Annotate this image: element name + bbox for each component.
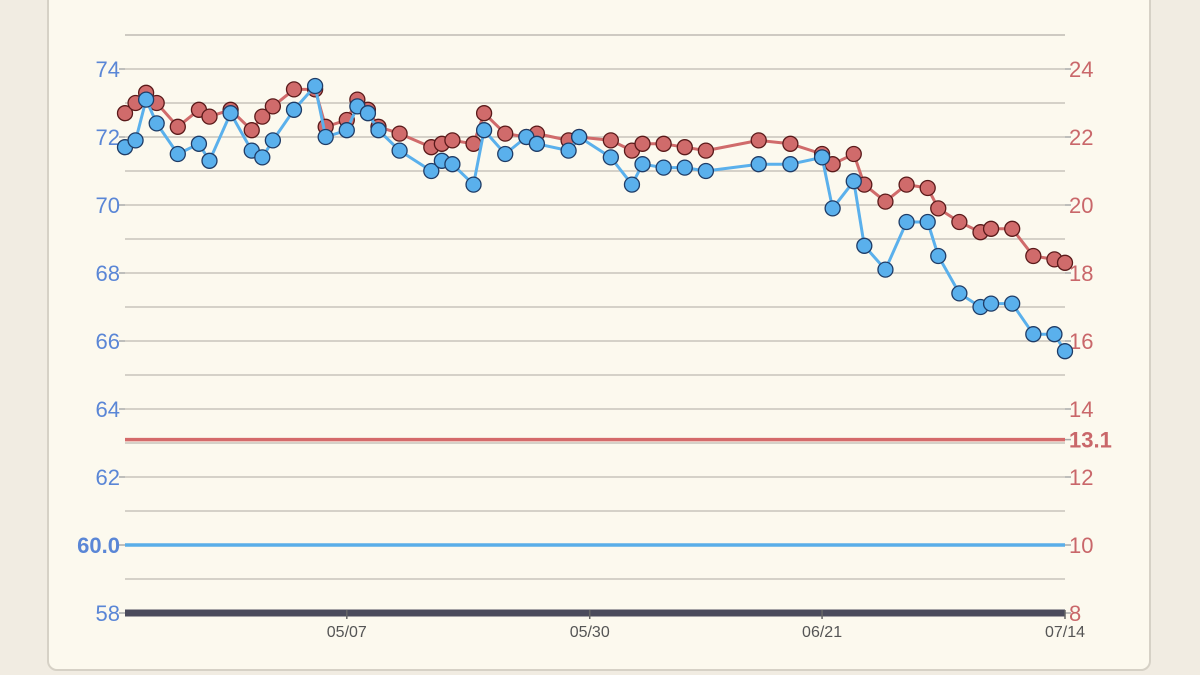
data-point-left <box>306 77 324 95</box>
data-point-right <box>465 135 482 152</box>
data-point-left <box>423 162 440 180</box>
data-point-left <box>465 176 482 193</box>
data-point-left <box>845 173 862 190</box>
data-point-right <box>264 98 282 115</box>
data-point-left <box>655 159 672 176</box>
data-point-right <box>951 213 968 231</box>
data-point-right <box>930 200 947 217</box>
data-point-right <box>982 220 1000 237</box>
data-point-left <box>370 122 387 139</box>
x-tick-label: 05/07 <box>327 624 367 641</box>
data-point-right <box>877 193 894 210</box>
x-tick-label: 07/14 <box>1045 624 1085 641</box>
data-point-left <box>264 132 282 149</box>
data-point-right <box>475 105 493 122</box>
data-point-left <box>813 149 831 166</box>
y-right-tick-label: 12 <box>1069 465 1093 490</box>
data-point-left <box>898 213 915 231</box>
data-point-left <box>1004 295 1021 312</box>
data-point-left <box>877 261 894 278</box>
data-point-right <box>254 108 271 125</box>
data-point-right <box>750 132 767 149</box>
y-left-tick-label: 66 <box>96 329 120 354</box>
y-right-tick-label: 14 <box>1069 397 1093 422</box>
data-point-left <box>1046 326 1063 343</box>
data-point-right <box>391 125 408 142</box>
data-point-right <box>116 105 134 122</box>
data-point-left <box>676 159 693 176</box>
data-point-left <box>359 105 377 122</box>
data-point-right <box>676 139 693 156</box>
y-left-tick-label: 60.0 <box>77 533 120 558</box>
data-point-left <box>634 156 651 173</box>
data-point-left <box>919 213 936 231</box>
data-point-right <box>1004 220 1021 237</box>
y-left-tick-label: 64 <box>96 397 120 422</box>
data-point-right <box>782 135 799 152</box>
y-left-tick-label: 58 <box>96 601 120 626</box>
y-right-tick-label: 10 <box>1069 533 1093 558</box>
x-tick-label: 05/30 <box>570 624 610 641</box>
data-point-left <box>317 128 334 146</box>
y-right-tick-label: 8 <box>1069 601 1081 626</box>
data-point-right <box>845 145 862 163</box>
data-point-left <box>602 149 619 166</box>
x-tick-label: 06/21 <box>802 624 842 641</box>
data-point-left <box>623 176 641 193</box>
y-left-tick-label: 70 <box>96 193 120 218</box>
data-point-left <box>951 285 968 302</box>
data-point-left <box>560 142 577 159</box>
data-point-left <box>148 115 165 132</box>
y-left-tick-label: 68 <box>96 261 120 286</box>
data-point-right <box>497 125 514 142</box>
y-right-tick-label: 20 <box>1069 193 1093 218</box>
data-point-left <box>782 156 799 173</box>
data-point-left <box>127 132 144 149</box>
data-point-right <box>444 132 461 149</box>
data-point-left <box>190 135 208 152</box>
data-point-right <box>697 142 715 159</box>
data-point-right <box>1025 247 1042 265</box>
data-point-left <box>222 105 239 122</box>
data-point-right <box>898 176 915 193</box>
data-point-right <box>243 122 260 139</box>
data-point-left <box>254 149 271 166</box>
data-point-left <box>1056 343 1074 360</box>
data-point-left <box>571 128 588 146</box>
data-point-left <box>285 101 303 118</box>
y-left-tick-label: 72 <box>96 125 120 150</box>
y-left-tick-label: 62 <box>96 465 120 490</box>
data-point-right <box>285 81 303 98</box>
data-point-right <box>201 108 218 125</box>
data-point-left <box>1025 326 1042 343</box>
data-point-left <box>856 237 873 254</box>
y-left-tick-label: 74 <box>96 57 120 82</box>
data-point-left <box>169 145 186 163</box>
data-point-left <box>201 152 218 169</box>
y-right-tick-label: 16 <box>1069 329 1093 354</box>
data-point-left <box>824 200 841 217</box>
data-point-right <box>1056 254 1074 271</box>
data-point-right <box>169 118 186 135</box>
data-point-left <box>475 122 493 139</box>
data-point-left <box>444 156 461 173</box>
data-point-left <box>750 156 767 173</box>
data-point-left <box>338 122 355 139</box>
y-right-tick-label: 13.1 <box>1069 428 1112 453</box>
data-point-left <box>982 295 1000 312</box>
y-right-tick-label: 24 <box>1069 57 1093 82</box>
data-point-left <box>697 162 715 180</box>
data-point-left <box>137 91 155 108</box>
data-point-left <box>528 135 546 152</box>
data-point-left <box>391 142 408 159</box>
y-right-tick-label: 18 <box>1069 261 1093 286</box>
y-right-tick-label: 22 <box>1069 125 1093 150</box>
data-point-left <box>497 145 514 163</box>
data-point-right <box>655 135 672 152</box>
data-point-right <box>634 135 651 152</box>
data-point-right <box>602 132 619 149</box>
data-point-right <box>919 179 936 197</box>
data-point-left <box>930 247 947 265</box>
